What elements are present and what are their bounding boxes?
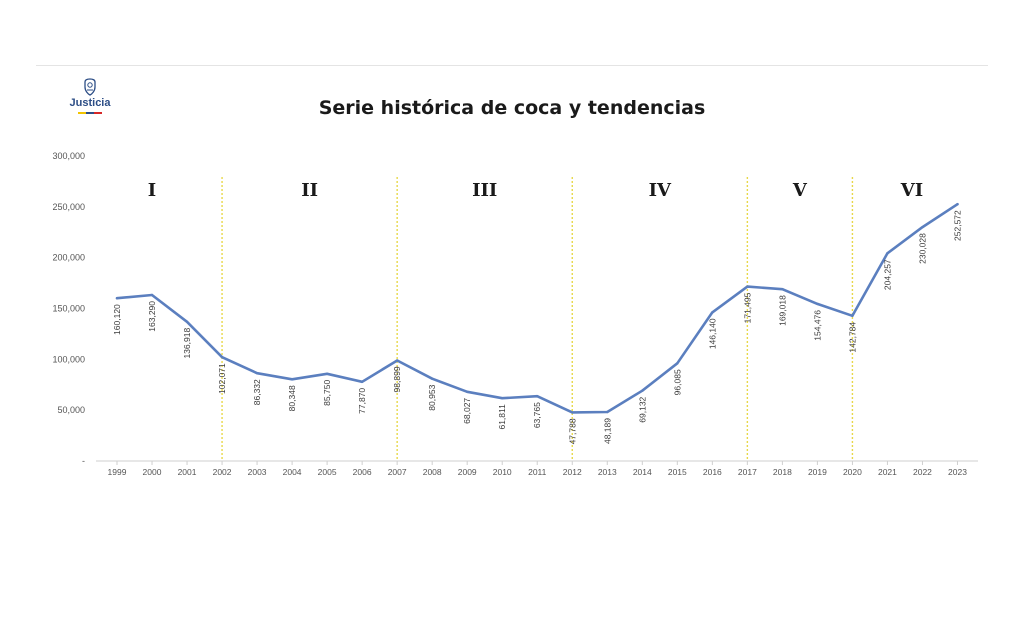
data-label: 171,495 <box>742 292 752 323</box>
data-label: 136,918 <box>182 328 192 359</box>
data-point <box>641 389 644 392</box>
data-label: 163,290 <box>147 301 157 332</box>
x-tick-label: 2001 <box>178 467 197 477</box>
y-tick-label: 50,000 <box>57 405 85 415</box>
period-label: II <box>301 180 318 201</box>
x-tick-label: 2003 <box>248 467 267 477</box>
flag-bar <box>62 112 118 114</box>
x-tick-label: 2015 <box>668 467 687 477</box>
data-label: 86,332 <box>252 379 262 405</box>
x-tick-label: 2007 <box>388 467 407 477</box>
data-label: 47,788 <box>567 418 577 444</box>
data-label: 146,140 <box>707 318 717 349</box>
data-label: 96,085 <box>672 369 682 395</box>
x-tick-label: 2018 <box>773 467 792 477</box>
x-tick-label: 1999 <box>108 467 127 477</box>
data-label: 69,132 <box>637 396 647 422</box>
data-point <box>851 314 854 318</box>
data-point <box>711 311 714 314</box>
data-label: 160,120 <box>112 304 122 335</box>
y-tick-label: 300,000 <box>52 151 85 161</box>
data-label: 154,476 <box>812 310 822 341</box>
data-point <box>781 287 784 291</box>
x-tick-label: 2013 <box>598 467 617 477</box>
data-label: 80,348 <box>287 385 297 411</box>
data-label: 252,572 <box>952 210 962 241</box>
x-tick-label: 2004 <box>283 467 302 477</box>
x-tick-label: 2008 <box>423 467 442 477</box>
data-point <box>430 377 434 380</box>
x-tick-label: 2010 <box>493 467 512 477</box>
data-point <box>466 390 469 394</box>
data-point <box>676 362 679 365</box>
x-tick-label: 2014 <box>633 467 652 477</box>
data-point <box>921 225 924 229</box>
series-line <box>115 202 959 414</box>
data-label: 169,018 <box>777 295 787 326</box>
y-tick-label: 100,000 <box>52 354 85 364</box>
x-tick-label: 2005 <box>318 467 337 477</box>
period-label: IV <box>649 180 672 201</box>
data-label: 68,027 <box>462 398 472 424</box>
data-label: 48,189 <box>602 418 612 444</box>
data-point <box>220 356 224 359</box>
chart-title: Serie histórica de coca y tendencias <box>318 97 706 119</box>
data-point <box>886 252 889 255</box>
data-label: 230,028 <box>917 233 927 264</box>
data-point <box>115 297 119 300</box>
x-tick-label: 2017 <box>738 467 757 477</box>
data-point <box>956 203 959 206</box>
logo-text: Justicia <box>69 97 111 109</box>
data-point <box>571 411 574 414</box>
data-point <box>255 372 259 375</box>
data-label: 80,953 <box>427 384 437 410</box>
y-tick-label: 150,000 <box>52 304 85 314</box>
data-point <box>501 396 504 400</box>
x-tick-label: 2016 <box>703 467 722 477</box>
data-label: 61,811 <box>497 404 507 430</box>
shield-emblem-icon <box>84 78 96 96</box>
x-tick-label: 2021 <box>878 467 897 477</box>
data-label: 63,765 <box>532 402 542 428</box>
y-tick-label: 250,000 <box>52 202 85 212</box>
data-label: 142,784 <box>847 322 857 353</box>
x-tick-label: 2000 <box>143 467 162 477</box>
period-label: V <box>792 180 808 201</box>
top-divider <box>36 65 988 66</box>
x-tick-label: 2022 <box>913 467 932 477</box>
y-tick-label: 200,000 <box>52 253 85 263</box>
data-point <box>746 285 749 288</box>
x-tick-label: 2011 <box>528 467 547 477</box>
period-label: I <box>148 180 156 201</box>
x-tick-label: 2020 <box>843 467 862 477</box>
data-point <box>606 410 609 414</box>
x-tick-label: 2019 <box>808 467 827 477</box>
x-tick-label: 2006 <box>353 467 372 477</box>
data-label: 77,870 <box>357 388 367 414</box>
data-point <box>816 302 819 306</box>
data-point <box>360 380 364 384</box>
data-point <box>325 372 329 376</box>
data-label: 102,071 <box>217 363 227 394</box>
x-tick-label: 2012 <box>563 467 582 477</box>
data-point <box>395 359 399 362</box>
x-tick-label: 2023 <box>948 467 967 477</box>
y-tick-label: - <box>82 456 85 466</box>
x-tick-label: 2009 <box>458 467 477 477</box>
x-tick-label: 2002 <box>213 467 232 477</box>
data-label: 98,899 <box>392 366 402 392</box>
data-point <box>536 394 539 398</box>
data-point <box>290 378 294 381</box>
period-label: VI <box>900 180 923 201</box>
justicia-logo: Justicia <box>62 78 118 122</box>
data-label: 204,257 <box>882 259 892 290</box>
data-label: 85,750 <box>322 380 332 406</box>
period-label: III <box>472 180 497 201</box>
data-point <box>150 293 154 297</box>
data-point <box>185 320 189 323</box>
